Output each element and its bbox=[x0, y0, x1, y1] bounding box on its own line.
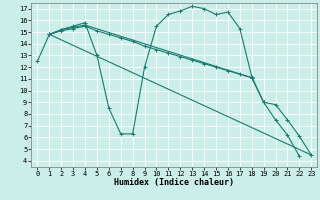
X-axis label: Humidex (Indice chaleur): Humidex (Indice chaleur) bbox=[114, 178, 234, 187]
